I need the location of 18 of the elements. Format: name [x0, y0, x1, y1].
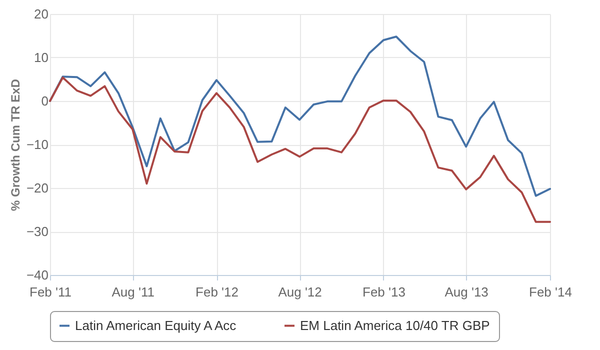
x-tick-label: Aug '13	[444, 284, 488, 300]
x-tick-label: Feb '11	[30, 284, 72, 300]
y-tick-label: −10	[26, 137, 48, 152]
y-tick-label: 20	[34, 6, 48, 22]
y-tick-label: −40	[26, 268, 48, 282]
x-tick-label: Feb '13	[362, 284, 406, 300]
x-tick-label: Feb '12	[196, 284, 238, 300]
line-series	[49, 76, 551, 223]
y-tick-label: 10	[34, 50, 48, 65]
y-tick-label: −30	[26, 224, 48, 239]
legend-label: EM Latin America 10/40 TR GBP	[300, 318, 490, 333]
x-tick-label: Aug '12	[278, 284, 322, 300]
x-tick-label: Feb '14	[529, 284, 572, 300]
y-axis-title: % Growth Cum TR ExD	[8, 78, 22, 212]
y-tick-label: 0	[41, 94, 48, 108]
x-tick-label: Aug '11	[112, 284, 154, 300]
legend-label: Latin American Equity A Acc	[75, 318, 237, 333]
y-tick-label: −20	[26, 180, 48, 196]
